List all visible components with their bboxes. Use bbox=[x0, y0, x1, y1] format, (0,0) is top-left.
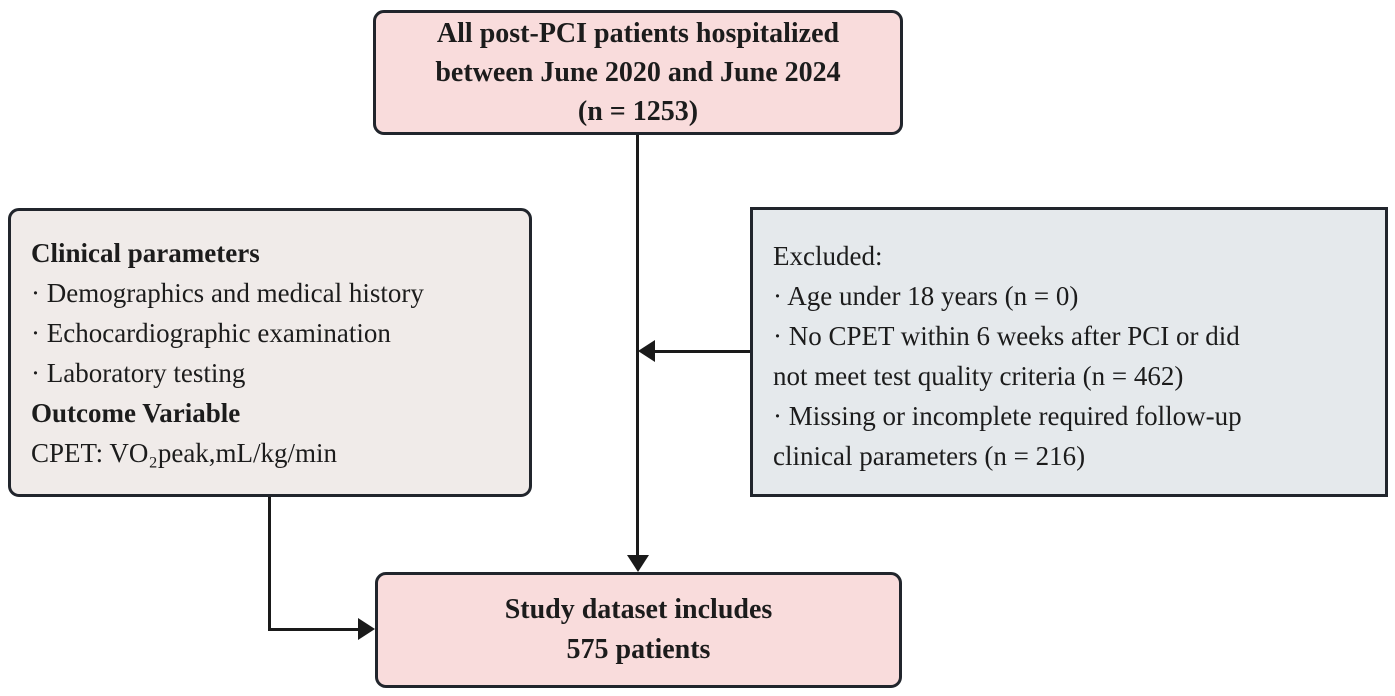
arrowhead-down-icon bbox=[627, 555, 649, 572]
clinical-parameters-item: · Demographics and medical history bbox=[31, 278, 424, 308]
outcome-variable-heading: Outcome Variable bbox=[31, 398, 241, 428]
excluded-item: · Missing or incomplete required follow-… bbox=[773, 401, 1242, 431]
outcome-variable-item: CPET: VO₂peak,mL/kg/min bbox=[31, 438, 338, 468]
excluded-item: · No CPET within 6 weeks after PCI or di… bbox=[773, 321, 1240, 351]
top-box-all-patients: All post-PCI patients hospitalized betwe… bbox=[373, 10, 903, 135]
excluded-heading: Excluded: bbox=[773, 241, 883, 271]
excluded-box: Excluded: · Age under 18 years (n = 0) ·… bbox=[750, 207, 1388, 497]
connector-clinical-elbow-vertical bbox=[268, 497, 271, 631]
excluded-item-continuation: clinical parameters (n = 216) bbox=[773, 441, 1086, 471]
clinical-parameters-item: · Echocardiographic examination bbox=[31, 318, 391, 348]
clinical-parameters-heading: Clinical parameters bbox=[31, 238, 260, 268]
excluded-item: · Age under 18 years (n = 0) bbox=[773, 281, 1079, 311]
connector-clinical-elbow-horizontal bbox=[268, 628, 360, 631]
top-box-count: (n = 1253) bbox=[577, 96, 699, 127]
clinical-parameters-box: Clinical parameters · Demographics and m… bbox=[8, 208, 532, 497]
arrowhead-right-icon bbox=[358, 618, 375, 640]
top-box-line: All post-PCI patients hospitalized bbox=[436, 18, 840, 49]
connector-top-to-result bbox=[636, 135, 639, 559]
top-box-line: between June 2020 and June 2024 bbox=[435, 57, 841, 88]
result-box-study-dataset: Study dataset includes 575 patients bbox=[375, 572, 902, 688]
result-box-line: Study dataset includes bbox=[504, 594, 773, 625]
clinical-parameters-item: · Laboratory testing bbox=[31, 358, 246, 388]
arrowhead-left-icon bbox=[638, 340, 655, 362]
connector-excluded-to-main bbox=[653, 350, 750, 353]
excluded-item-continuation: not meet test quality criteria (n = 462) bbox=[773, 361, 1184, 391]
result-box-count: 575 patients bbox=[566, 634, 711, 665]
